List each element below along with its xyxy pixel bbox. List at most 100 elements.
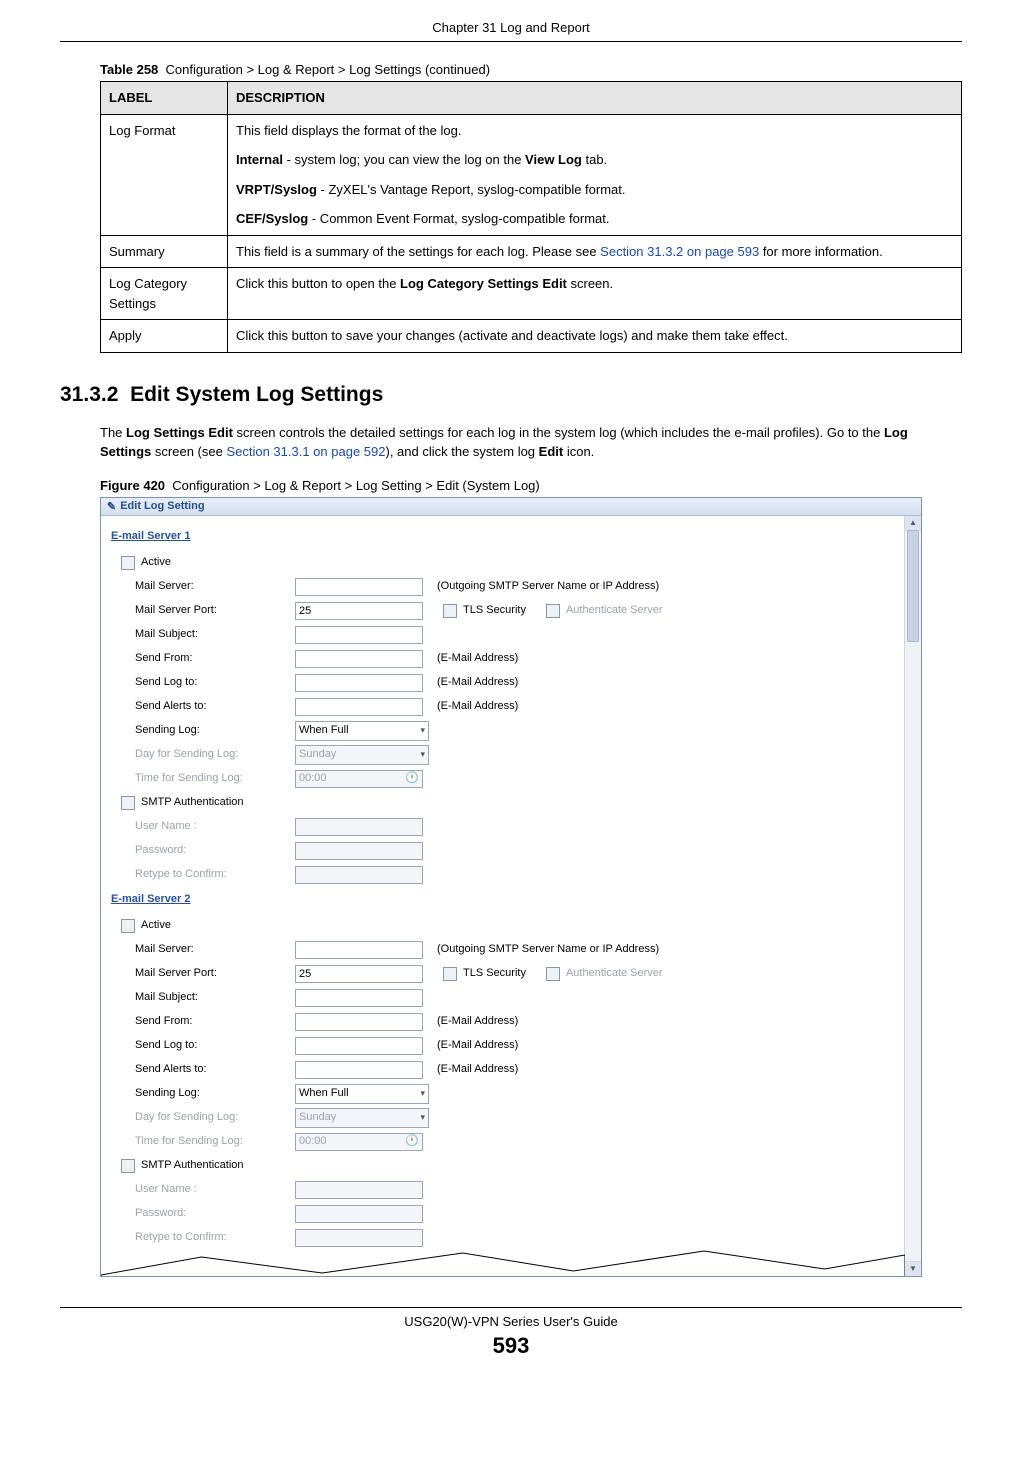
figure-number: Figure 420 (100, 478, 165, 493)
send-log-input[interactable] (295, 674, 423, 692)
send-alerts-input[interactable] (295, 1061, 423, 1079)
auth-server-checkbox-wrap: Authenticate Server (546, 967, 663, 981)
active-label: Active (141, 556, 301, 569)
auth-server-checkbox-wrap: Authenticate Server (546, 604, 663, 618)
send-from-input[interactable] (295, 1013, 423, 1031)
clock-icon: 🕐 (405, 772, 419, 785)
mail-server-input[interactable] (295, 578, 423, 596)
tls-checkbox-wrap[interactable]: TLS Security (443, 967, 526, 981)
hint: (E-Mail Address) (437, 676, 518, 689)
dialog-title-text: Edit Log Setting (120, 500, 204, 512)
row-label: Log Format (101, 114, 228, 235)
tls-checkbox[interactable] (443, 604, 457, 618)
chevron-down-icon: ▾ (420, 1112, 425, 1123)
mail-subject-input[interactable] (295, 626, 423, 644)
tls-checkbox[interactable] (443, 967, 457, 981)
col-desc-header: DESCRIPTION (228, 82, 962, 115)
tls-checkbox-wrap[interactable]: TLS Security (443, 604, 526, 618)
field-label: Sending Log: (135, 1087, 295, 1100)
field-label: Password: (135, 1207, 295, 1220)
dialog-window: ✎ Edit Log Setting E-mail Server 1 Active… (100, 497, 922, 1277)
row-desc: Click this button to save your changes (… (228, 320, 962, 353)
smtp-auth-checkbox[interactable] (121, 1159, 135, 1173)
table-row: Summary This field is a summary of the s… (101, 235, 962, 268)
cross-reference[interactable]: Section 31.3.2 on page 593 (600, 244, 759, 259)
row-label: Log Category Settings (101, 268, 228, 320)
password-input (295, 842, 423, 860)
scroll-thumb[interactable] (907, 530, 919, 642)
retype-password-input (295, 1229, 423, 1247)
field-label: Send Log to: (135, 1039, 295, 1052)
time-input: 00:00🕐 (295, 770, 423, 788)
section-title: 31.3.2 Edit System Log Settings (60, 383, 962, 407)
send-alerts-input[interactable] (295, 698, 423, 716)
username-input (295, 1181, 423, 1199)
time-input: 00:00🕐 (295, 1133, 423, 1151)
hint: (E-Mail Address) (437, 652, 518, 665)
send-log-input[interactable] (295, 1037, 423, 1055)
field-label: Send Log to: (135, 676, 295, 689)
hint: (E-Mail Address) (437, 1039, 518, 1052)
hint: (Outgoing SMTP Server Name or IP Address… (437, 943, 659, 956)
field-label: User Name : (135, 820, 295, 833)
row-desc: This field displays the format of the lo… (228, 114, 962, 235)
mail-server-input[interactable] (295, 941, 423, 959)
field-label: Day for Sending Log: (135, 1111, 295, 1124)
email-server-heading: E-mail Server 1 (111, 530, 911, 543)
row-label: Summary (101, 235, 228, 268)
day-select: Sunday▾ (295, 1108, 429, 1128)
section-heading: Edit System Log Settings (130, 383, 383, 406)
chevron-down-icon: ▾ (420, 1088, 425, 1099)
scroll-down-arrow[interactable]: ▼ (905, 1261, 921, 1276)
field-label: Mail Subject: (135, 991, 295, 1004)
row-desc: This field is a summary of the settings … (228, 235, 962, 268)
settings-table: LABEL DESCRIPTION Log Format This field … (100, 81, 962, 353)
row-label: Apply (101, 320, 228, 353)
sending-log-select[interactable]: When Full▾ (295, 1084, 429, 1104)
auth-server-checkbox (546, 604, 560, 618)
desc-line: VRPT/Syslog - ZyXEL's Vantage Report, sy… (236, 180, 953, 200)
auth-server-checkbox (546, 967, 560, 981)
scroll-up-arrow[interactable]: ▲ (905, 516, 921, 531)
mail-port-input[interactable] (295, 965, 423, 983)
retype-password-input (295, 866, 423, 884)
mail-port-input[interactable] (295, 602, 423, 620)
table-caption-text: Configuration > Log & Report > Log Setti… (166, 62, 491, 77)
table-row: Apply Click this button to save your cha… (101, 320, 962, 353)
field-label: Send Alerts to: (135, 1063, 295, 1076)
mail-subject-input[interactable] (295, 989, 423, 1007)
section-number: 31.3.2 (60, 383, 118, 406)
field-label: Send From: (135, 652, 295, 665)
sending-log-select[interactable]: When Full▾ (295, 721, 429, 741)
field-label: Password: (135, 844, 295, 857)
field-label: Sending Log: (135, 724, 295, 737)
field-label: Mail Server: (135, 943, 295, 956)
field-label: Retype to Confirm: (135, 868, 295, 881)
scrollbar[interactable]: ▲ ▼ (904, 516, 921, 1276)
cross-reference[interactable]: Section 31.3.1 on page 592 (226, 444, 385, 459)
clock-icon: 🕐 (405, 1135, 419, 1148)
field-label: Mail Server Port: (135, 604, 295, 617)
field-label: User Name : (135, 1183, 295, 1196)
pencil-icon: ✎ (107, 500, 116, 513)
torn-edge (101, 1247, 905, 1276)
password-input (295, 1205, 423, 1223)
chevron-down-icon: ▾ (420, 749, 425, 760)
username-input (295, 818, 423, 836)
smtp-auth-label: SMTP Authentication (141, 796, 301, 809)
field-label: Time for Sending Log: (135, 772, 295, 785)
table-row: Log Format This field displays the forma… (101, 114, 962, 235)
active-checkbox[interactable] (121, 919, 135, 933)
hint: (Outgoing SMTP Server Name or IP Address… (437, 580, 659, 593)
smtp-auth-checkbox[interactable] (121, 796, 135, 810)
active-checkbox[interactable] (121, 556, 135, 570)
col-label-header: LABEL (101, 82, 228, 115)
field-label: Retype to Confirm: (135, 1231, 295, 1244)
field-label: Day for Sending Log: (135, 748, 295, 761)
desc-line: Internal - system log; you can view the … (236, 150, 953, 170)
figure-caption: Figure 420 Configuration > Log & Report … (100, 478, 962, 493)
row-desc: Click this button to open the Log Catego… (228, 268, 962, 320)
hint: (E-Mail Address) (437, 1015, 518, 1028)
send-from-input[interactable] (295, 650, 423, 668)
field-label: Mail Server Port: (135, 967, 295, 980)
